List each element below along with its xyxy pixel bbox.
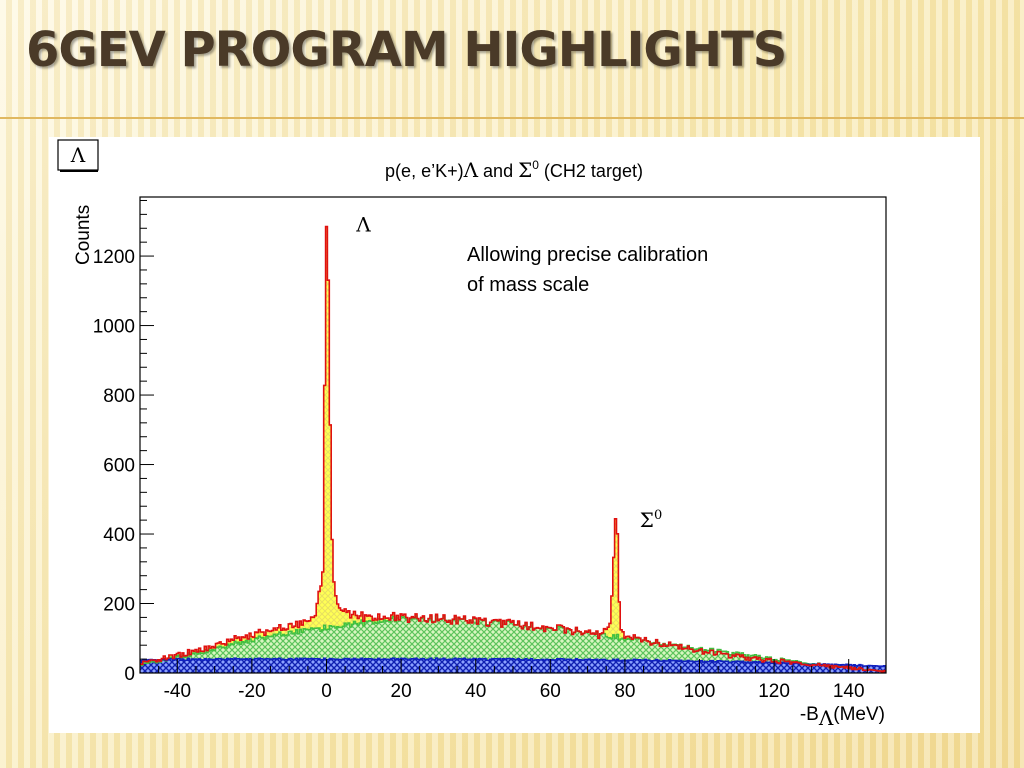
chart-title-suffix: (CH2 target) xyxy=(539,161,643,181)
chart-title-sigma-sup: 0 xyxy=(532,158,539,172)
x-tick-label: 120 xyxy=(758,681,790,702)
chart-title: p(e, e’K+)Λ and Σ0 (CH2 target) xyxy=(385,158,643,182)
y-tick-label: 200 xyxy=(103,595,135,616)
plot-frame xyxy=(139,196,887,674)
annotation-line-1: Allowing precise calibration xyxy=(467,244,708,266)
peak-label-lambda: Λ xyxy=(355,213,371,237)
y-tick-label: 1200 xyxy=(93,247,135,268)
x-axis-title: -BΛ(MeV) xyxy=(800,704,885,730)
x-tick-label: 0 xyxy=(321,681,332,702)
x-axis-title-suffix: (MeV) xyxy=(833,704,885,725)
chart-title-prefix: p(e, e’K+) xyxy=(385,161,464,181)
y-tick-label: 800 xyxy=(103,386,135,407)
histogram-tag-box xyxy=(57,139,99,171)
series-accidentals-line xyxy=(140,657,886,668)
x-tick-label: 100 xyxy=(684,681,716,702)
x-tick-label: -20 xyxy=(238,681,265,702)
x-tick-label: 60 xyxy=(540,681,561,702)
peak-label-lambda-text: Λ xyxy=(355,213,371,237)
title-divider xyxy=(0,117,1024,119)
x-tick-label: 20 xyxy=(391,681,412,702)
x-axis-title-prefix: -B xyxy=(800,704,819,725)
x-tick-label: -40 xyxy=(164,681,191,702)
peak-label-sigma: Σ0 xyxy=(640,508,662,532)
series-total-area xyxy=(140,226,886,673)
histogram-figure: Λ p(e, e’K+)Λ and Σ0 (CH2 target) 0 200 40… xyxy=(49,137,980,733)
y-tick-label: 1000 xyxy=(93,317,135,338)
x-axis-title-sub: Λ xyxy=(818,706,834,730)
peak-label-sigma-sup: 0 xyxy=(654,508,662,523)
chart-title-sigma: Σ xyxy=(518,158,532,182)
histogram-chart: Λ p(e, e’K+)Λ and Σ0 (CH2 target) 020040… xyxy=(57,139,887,730)
histogram-tag-text: Λ xyxy=(70,143,86,167)
peak-label-sigma-text: Σ xyxy=(640,508,654,532)
annotation-line-2: of mass scale xyxy=(467,274,589,296)
chart-title-and: and xyxy=(478,161,518,181)
chart-title-lambda: Λ xyxy=(463,158,479,182)
y-tick-label: 400 xyxy=(103,525,135,546)
y-axis-title: Counts xyxy=(73,205,94,265)
x-tick-label: 140 xyxy=(833,681,865,702)
y-tick-label: 600 xyxy=(103,456,135,477)
series-total-line xyxy=(140,225,886,673)
slide-title: 6GEV PROGRAM HIGHLIGHTS xyxy=(26,22,787,78)
x-tick-label: 80 xyxy=(614,681,635,702)
y-tick-label: 0 xyxy=(124,664,135,685)
x-tick-label: 40 xyxy=(465,681,486,702)
